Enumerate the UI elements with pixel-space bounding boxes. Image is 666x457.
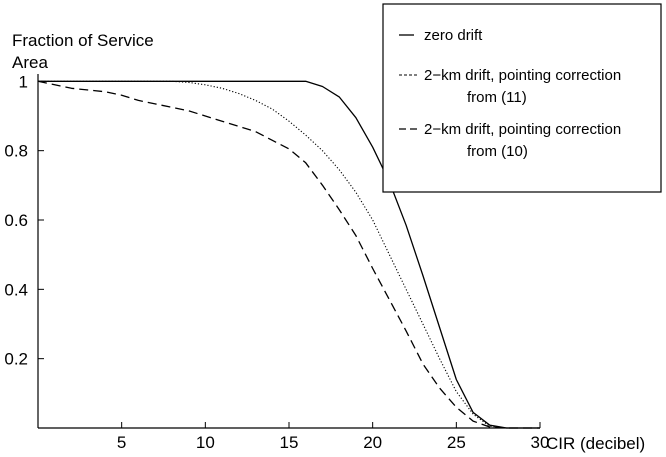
y-tick-label: 1 — [19, 72, 28, 91]
x-axis-title: CIR (decibel) — [546, 434, 645, 453]
x-tick-label: 5 — [117, 433, 126, 452]
x-tick-label: 10 — [196, 433, 215, 452]
legend: zero drift 2−km drift, pointing correctio… — [383, 4, 661, 192]
y-tick-label: 0.4 — [4, 280, 28, 299]
y-axis-title: Fraction of Service Area — [12, 31, 154, 72]
x-tick-label: 20 — [363, 433, 382, 452]
y-tick-label: 0.2 — [4, 350, 28, 369]
x-tick-label: 25 — [447, 433, 466, 452]
y-tick-label: 0.8 — [4, 142, 28, 161]
y-tick-label: 0.6 — [4, 211, 28, 230]
legend-label: 2−km drift, pointing correction — [424, 121, 621, 138]
legend-label: from (11) — [467, 89, 527, 106]
legend-label: from (10) — [467, 143, 528, 160]
legend-label: zero drift — [424, 27, 483, 44]
legend-label: 2−km drift, pointing correction — [424, 67, 621, 84]
x-tick-label: 30 — [531, 433, 550, 452]
x-ticks: 5 10 15 20 25 30 — [117, 422, 550, 452]
y-axis-title-line-1: Fraction of Service — [12, 31, 154, 50]
y-axis-title-line-2: Area — [12, 53, 48, 72]
x-tick-label: 15 — [280, 433, 299, 452]
